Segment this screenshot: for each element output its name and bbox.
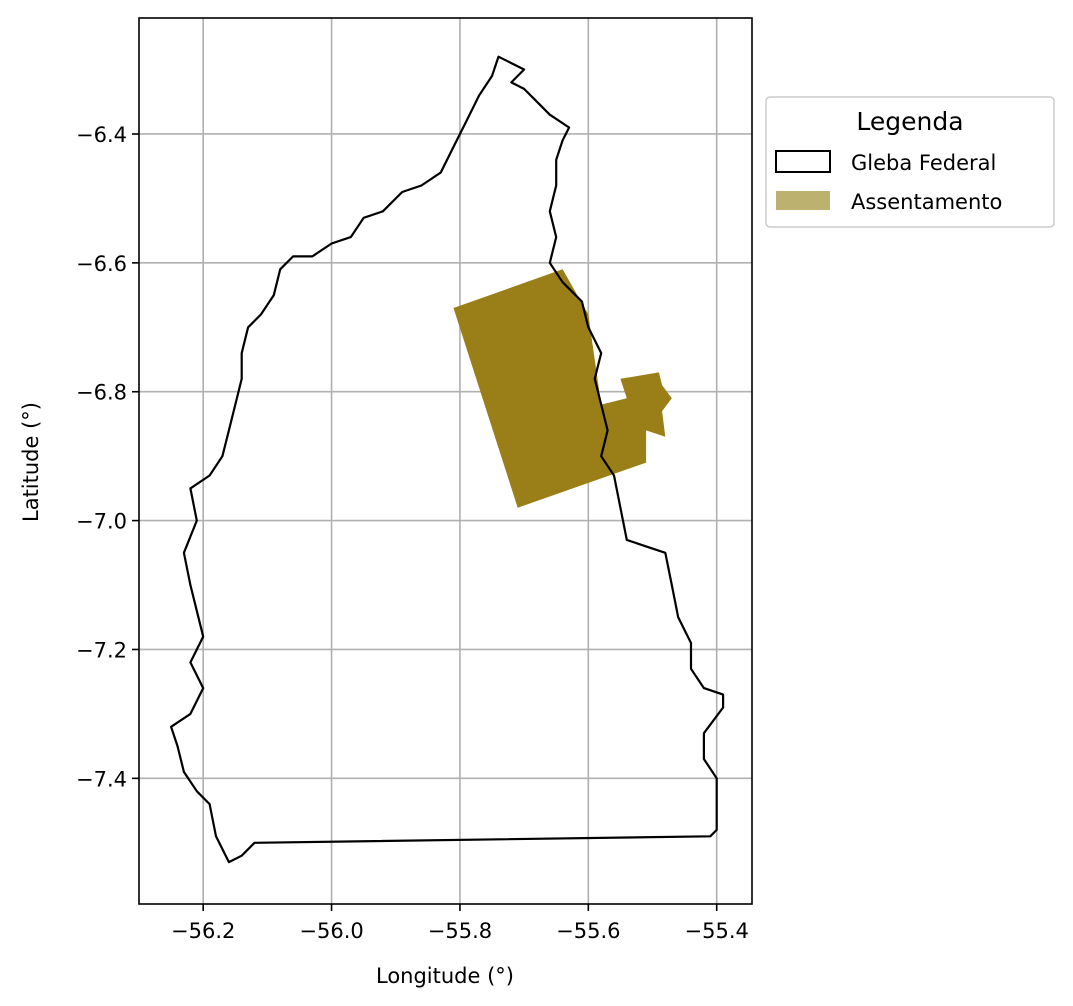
x-tick-label: −55.6 — [556, 919, 620, 943]
y-tick-label: −6.8 — [76, 381, 127, 405]
legend: Legenda Gleba Federal Assentamento — [765, 96, 1055, 228]
x-tick-label: −55.4 — [685, 919, 749, 943]
x-tick-label: −56.0 — [299, 919, 363, 943]
legend-box — [765, 96, 1055, 228]
legend-label-gleba: Gleba Federal — [851, 151, 996, 175]
assentamento-polygon — [453, 269, 672, 508]
x-tick-label: −55.8 — [428, 919, 492, 943]
y-tick-label: −6.4 — [76, 123, 127, 147]
legend-label-assentamento: Assentamento — [851, 190, 1002, 214]
legend-title: Legenda — [856, 107, 963, 136]
axis-ticks: −56.2 −56.0 −55.8 −55.6 −55.4 −6.4 −6.6 −6.8 −7.… — [76, 123, 749, 943]
x-tick-label: −56.2 — [171, 919, 235, 943]
gleba-federal-outline — [170, 55, 725, 864]
y-tick-label: −7.0 — [76, 510, 127, 534]
y-tick-label: −6.6 — [76, 252, 127, 276]
y-tick-label: −7.2 — [76, 638, 127, 662]
y-axis-title: Latitude (°) — [19, 402, 43, 522]
axes-frame — [138, 17, 753, 905]
legend-swatch-assentamento — [776, 191, 830, 210]
legend-swatch-gleba — [775, 150, 831, 173]
x-axis-title: Longitude (°) — [376, 964, 514, 988]
map-layers — [170, 55, 725, 864]
y-tick-label: −7.4 — [76, 767, 127, 791]
grid-lines — [139, 18, 752, 904]
